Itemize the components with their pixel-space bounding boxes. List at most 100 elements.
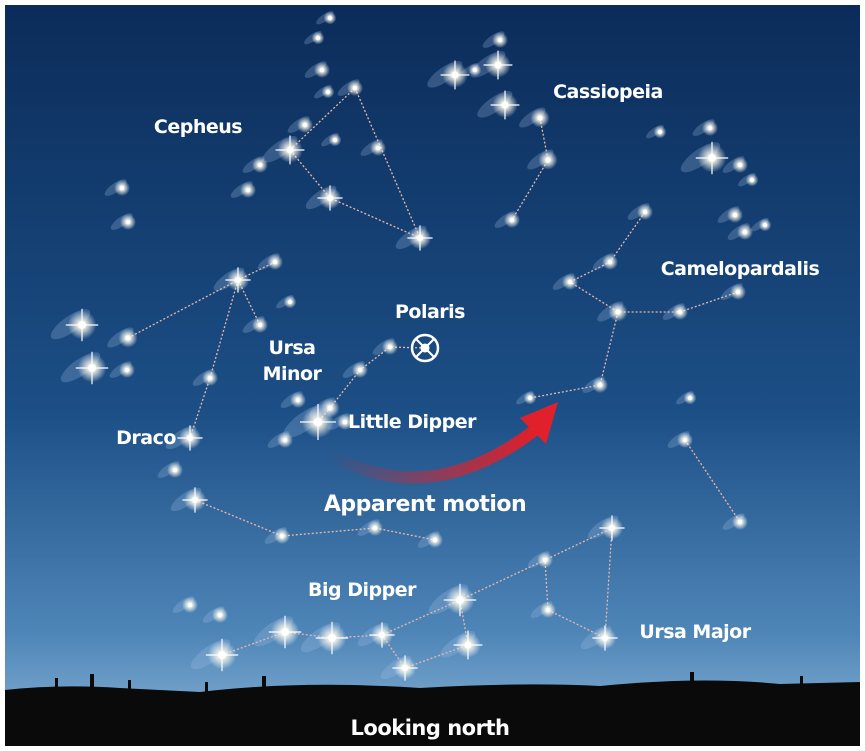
star	[440, 630, 483, 660]
star	[676, 391, 697, 405]
star	[104, 179, 130, 196]
constellation-line	[289, 149, 421, 239]
star	[519, 107, 550, 128]
constellation-line	[529, 311, 619, 399]
star	[667, 431, 693, 448]
star	[262, 135, 305, 165]
star	[242, 316, 268, 333]
star	[494, 211, 520, 228]
star	[264, 527, 290, 544]
star	[357, 622, 395, 648]
star	[592, 253, 618, 270]
star	[580, 625, 618, 651]
star	[738, 173, 759, 187]
star	[477, 90, 520, 120]
star	[267, 431, 293, 448]
constellation-line	[684, 439, 741, 523]
star	[172, 596, 198, 613]
star	[727, 223, 753, 240]
constellation-line	[511, 117, 549, 221]
star	[692, 119, 718, 136]
star	[257, 253, 283, 270]
star	[380, 655, 418, 681]
constellation-line	[354, 87, 421, 239]
star	[587, 515, 625, 541]
label: Minor	[263, 363, 323, 385]
star	[337, 79, 363, 96]
star	[417, 531, 443, 548]
label: Little Dipper	[348, 411, 477, 433]
star	[627, 203, 653, 220]
trees	[55, 672, 803, 692]
label: Ursa	[269, 337, 316, 359]
star	[107, 327, 138, 348]
star	[527, 149, 558, 170]
star	[428, 583, 477, 617]
star	[213, 267, 251, 293]
star	[360, 139, 386, 156]
star	[202, 606, 228, 623]
star	[461, 63, 482, 77]
star	[516, 391, 537, 405]
star	[722, 156, 748, 173]
star	[662, 303, 688, 320]
star	[304, 61, 330, 78]
star	[283, 404, 336, 440]
polaris-marker	[410, 333, 440, 363]
star	[751, 218, 772, 232]
star	[280, 391, 306, 408]
star	[170, 487, 208, 513]
label: Polaris	[395, 301, 465, 323]
star	[304, 31, 325, 45]
ground	[5, 680, 860, 746]
star	[680, 141, 729, 175]
label: Looking north	[351, 716, 510, 740]
star	[276, 295, 297, 309]
constellation-line	[194, 499, 436, 541]
star	[242, 156, 268, 173]
star	[717, 206, 743, 223]
star	[597, 301, 628, 322]
label: Cepheus	[154, 116, 242, 138]
label: Camelopardalis	[661, 258, 820, 280]
motion-arrow	[327, 402, 558, 484]
star	[552, 273, 578, 290]
star	[305, 185, 343, 211]
star	[157, 461, 183, 478]
star	[321, 133, 342, 147]
star	[287, 116, 313, 133]
star	[720, 283, 746, 300]
star	[253, 615, 302, 649]
star	[192, 369, 218, 386]
star	[50, 308, 99, 342]
star	[300, 621, 349, 655]
star	[530, 601, 556, 618]
label: Big Dipper	[308, 579, 417, 601]
label: Ursa Major	[639, 621, 751, 643]
label: Cassiopeia	[553, 81, 663, 103]
label: Draco	[116, 427, 176, 449]
star	[165, 425, 203, 451]
star	[646, 125, 667, 139]
star	[60, 351, 109, 385]
star	[527, 551, 553, 568]
constellation-line	[289, 87, 356, 151]
star	[372, 338, 398, 355]
star	[190, 638, 239, 672]
star	[110, 213, 136, 230]
star	[327, 413, 353, 430]
star	[230, 181, 256, 198]
star	[316, 11, 337, 25]
star	[582, 376, 608, 393]
stars	[50, 11, 772, 681]
star	[314, 85, 335, 99]
label: Apparent motion	[324, 492, 526, 517]
star	[109, 361, 135, 378]
star	[482, 31, 508, 48]
star	[722, 513, 748, 530]
star	[395, 225, 433, 251]
star	[342, 361, 368, 378]
star	[357, 519, 383, 536]
star	[427, 60, 470, 90]
